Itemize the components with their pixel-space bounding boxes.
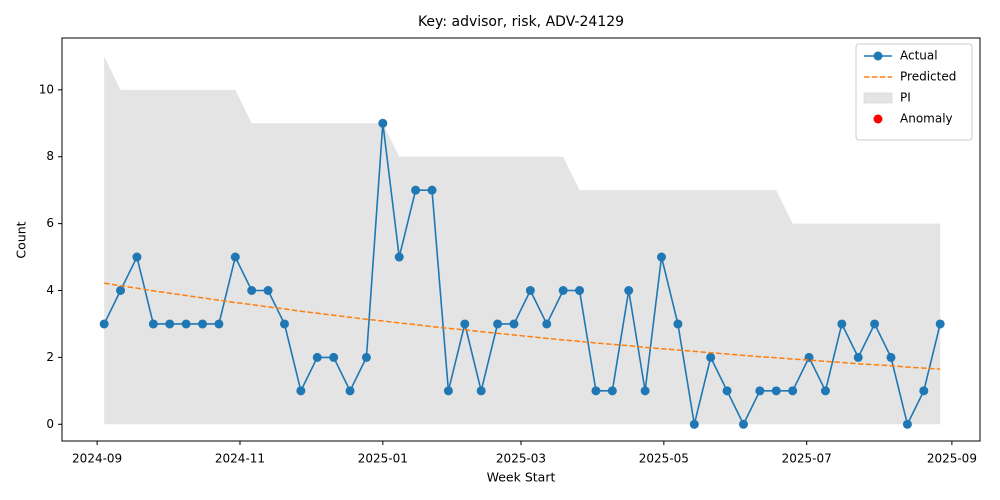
point <box>361 352 371 362</box>
x-tick-label: 2025-09 <box>927 452 977 466</box>
chart-title: Key: advisor, risk, ADV-24129 <box>418 14 624 30</box>
point <box>116 286 126 296</box>
point <box>542 319 552 329</box>
x-axis-label: Week Start <box>487 470 556 485</box>
point <box>99 319 109 329</box>
point <box>902 419 912 429</box>
point <box>411 185 421 195</box>
y-axis-label: Count <box>14 221 29 258</box>
legend-marker <box>873 51 883 61</box>
point <box>820 386 830 396</box>
point <box>722 386 732 396</box>
point <box>493 319 503 329</box>
legend: Actual Predicted PI Anomaly <box>855 43 973 141</box>
series-line <box>103 123 941 427</box>
legend-marker <box>873 114 883 124</box>
point <box>329 352 339 362</box>
point <box>624 286 634 296</box>
legend-box <box>855 43 973 141</box>
x-tick-label: 2025-03 <box>496 452 546 466</box>
point <box>919 386 929 396</box>
point <box>165 319 175 329</box>
point <box>788 386 798 396</box>
point <box>575 286 585 296</box>
point <box>755 386 765 396</box>
point <box>771 386 781 396</box>
point <box>640 386 650 396</box>
point <box>279 319 289 329</box>
point <box>312 352 322 362</box>
point <box>886 352 896 362</box>
point <box>214 319 224 329</box>
point <box>443 386 453 396</box>
point <box>657 252 667 262</box>
point <box>230 252 240 262</box>
point <box>378 118 388 128</box>
point <box>263 286 273 296</box>
legend-label: Actual <box>900 49 938 63</box>
point <box>558 286 568 296</box>
point <box>935 319 945 329</box>
x-tick-label: 2025-07 <box>782 452 832 466</box>
point <box>509 319 519 329</box>
point <box>247 286 257 296</box>
y-tick-label: 4 <box>46 283 54 297</box>
point <box>132 252 142 262</box>
legend-label: Anomaly <box>900 112 953 126</box>
legend-swatch <box>863 92 893 104</box>
x-tick-label: 2024-11 <box>215 452 265 466</box>
point <box>476 386 486 396</box>
point <box>427 185 437 195</box>
prediction-interval <box>104 56 941 425</box>
point <box>607 386 617 396</box>
y-tick-label: 2 <box>46 350 54 364</box>
y-tick-label: 6 <box>46 216 54 230</box>
point <box>198 319 208 329</box>
point <box>673 319 683 329</box>
x-tick-label: 2025-01 <box>358 452 408 466</box>
y-tick-label: 8 <box>46 149 54 163</box>
point <box>345 386 355 396</box>
point <box>853 352 863 362</box>
x-tick-label: 2024-09 <box>72 452 122 466</box>
point <box>460 319 470 329</box>
point <box>837 319 847 329</box>
y-tick-label: 10 <box>39 82 54 96</box>
series-line <box>104 282 941 370</box>
point <box>870 319 880 329</box>
point <box>394 252 404 262</box>
point <box>181 319 191 329</box>
point <box>706 352 716 362</box>
legend-label: PI <box>900 91 911 105</box>
point <box>525 286 535 296</box>
x-tick-label: 2025-05 <box>639 452 689 466</box>
point <box>148 319 158 329</box>
point <box>738 419 748 429</box>
point <box>591 386 601 396</box>
point <box>296 386 306 396</box>
legend-label: Predicted <box>900 70 956 84</box>
y-tick-label: 0 <box>46 417 54 431</box>
point <box>689 419 699 429</box>
